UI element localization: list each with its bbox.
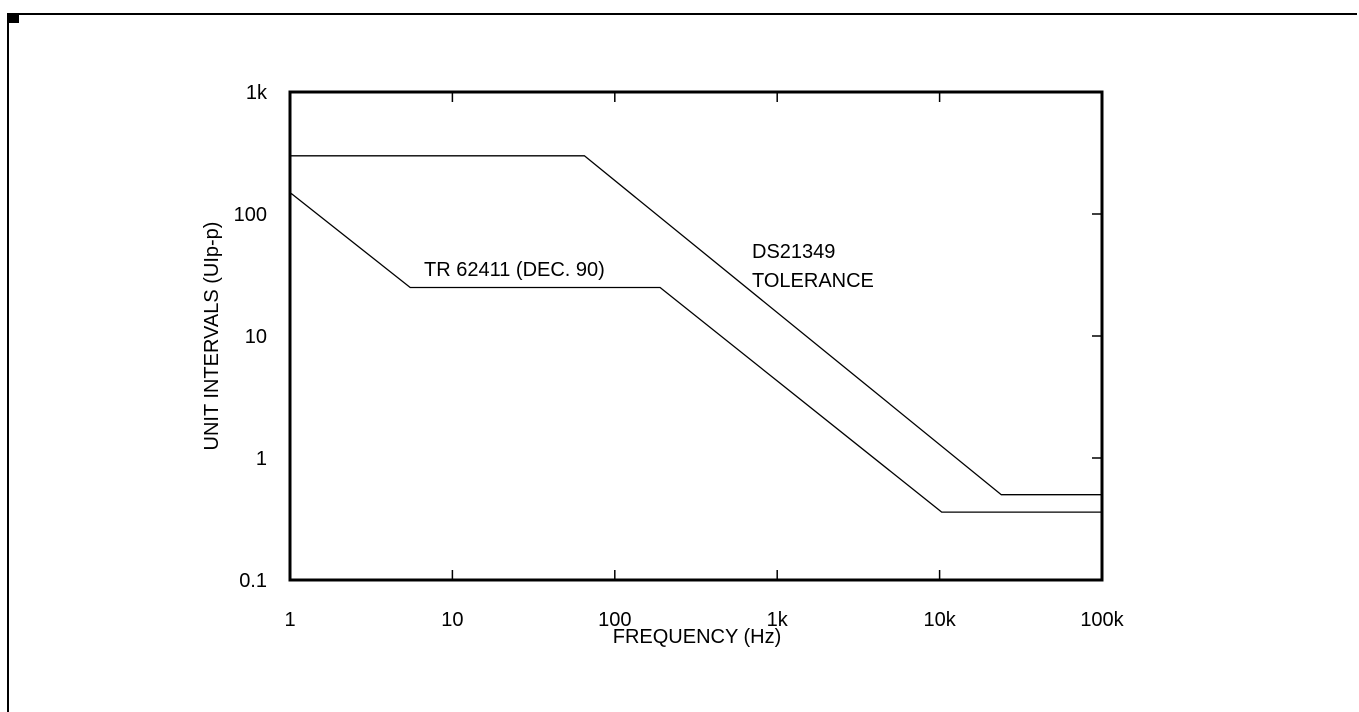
axis-ticks (451, 92, 1102, 580)
x-tick-labels: 1 10 100 1k 10k 100k (284, 609, 1124, 631)
x-tick-label-2: 100 (598, 609, 631, 631)
x-axis-title: FREQUENCY (Hz) (613, 626, 782, 648)
series-line-1 (289, 191, 1102, 513)
x-tick-label-1: 10 (441, 609, 463, 631)
series-line-0 (290, 155, 1102, 496)
y-tick-labels: 0.1 1 10 100 1k (234, 82, 268, 592)
plot-area-border (288, 90, 1104, 582)
y-tick-label-4: 1k (246, 82, 268, 104)
figure-corner-mark (9, 15, 19, 23)
y-axis-title: UNIT INTERVALS (UIp-p) (201, 222, 223, 451)
annotation-ds21349-line1: DS21349 (752, 241, 835, 263)
x-tick-label-3: 1k (767, 609, 789, 631)
y-tick-label-1: 1 (256, 448, 267, 470)
series-lines (289, 155, 1102, 513)
x-tick-label-0: 1 (284, 609, 295, 631)
figure-frame (7, 13, 1357, 712)
y-tick-label-0: 0.1 (239, 570, 267, 592)
y-tick-label-2: 10 (245, 326, 267, 348)
x-tick-label-4: 10k (923, 609, 956, 631)
y-tick-label-3: 100 (234, 204, 267, 226)
annotation-ds21349-line2: TOLERANCE (752, 270, 874, 292)
x-tick-label-5: 100k (1080, 609, 1124, 631)
annotation-tr62411: TR 62411 (DEC. 90) (424, 259, 605, 281)
